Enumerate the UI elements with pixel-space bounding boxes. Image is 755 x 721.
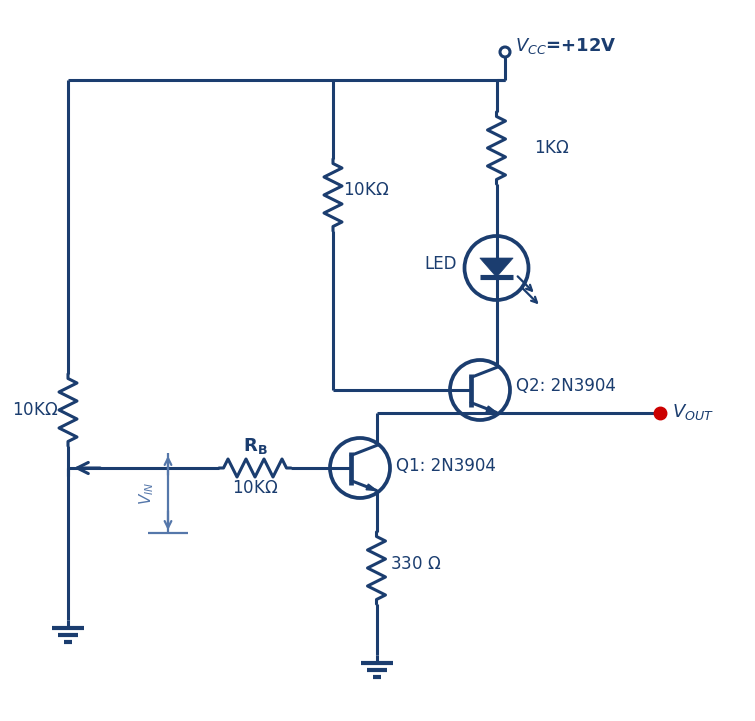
Text: Q1: 2N3904: Q1: 2N3904 xyxy=(396,457,496,475)
Polygon shape xyxy=(366,484,377,490)
Text: 10K$\Omega$: 10K$\Omega$ xyxy=(12,401,58,419)
Polygon shape xyxy=(480,258,513,277)
Text: Q2: 2N3904: Q2: 2N3904 xyxy=(516,377,616,395)
Text: $V_{CC}$=+12V: $V_{CC}$=+12V xyxy=(515,36,617,56)
Text: 10K$\Omega$: 10K$\Omega$ xyxy=(232,479,278,497)
Text: 10K$\Omega$: 10K$\Omega$ xyxy=(343,181,389,199)
Text: $\mathbf{R_B}$: $\mathbf{R_B}$ xyxy=(242,436,267,456)
Polygon shape xyxy=(486,406,497,412)
Text: 330 $\Omega$: 330 $\Omega$ xyxy=(390,555,442,573)
Text: $V_{OUT}$: $V_{OUT}$ xyxy=(672,402,714,423)
Text: LED: LED xyxy=(424,255,457,273)
Text: $V_{IN}$: $V_{IN}$ xyxy=(137,482,156,505)
Text: 1K$\Omega$: 1K$\Omega$ xyxy=(534,139,569,157)
